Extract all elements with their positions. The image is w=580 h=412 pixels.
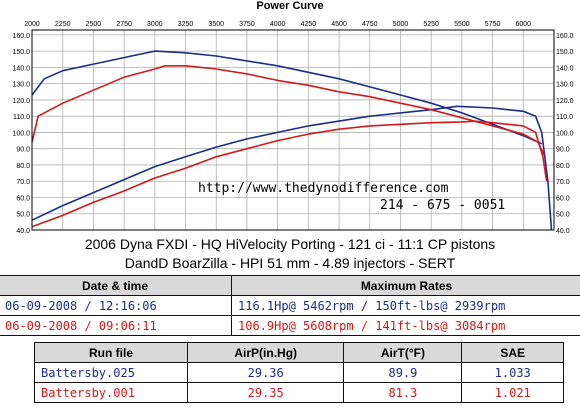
x-tick-label: 3000 [147,21,163,28]
air-pressure: 29.36 [186,362,345,383]
sae-factor: 1.033 [461,362,564,383]
x-tick-label: 4750 [362,21,378,28]
y-tick-label: 100.0 [12,130,30,137]
air-pressure-header: AirP(in.Hg) [186,342,345,363]
y-tick-labels-right: 40.0 50.0 60.0 70.0 80.0 90.0 100.0 110.0 120.0 1… [556,33,574,235]
y-tick-label: 70.0 [16,179,30,186]
plot-frame [31,29,555,231]
x-tick-label: 2750 [116,21,132,28]
y-tick-label: 110.0 [13,114,30,121]
max-rates-header-row: Date & time Maximum Rates [0,275,580,296]
url-annotation: http://www.thedynodifference.com [198,181,449,196]
y-tick-label: 60.0 [16,195,30,202]
y-tick-label: 80.0 [556,163,570,170]
y-tick-label: 150.0 [12,49,30,56]
y-tick-labels-left: 40.0 50.0 60.0 70.0 80.0 90.0 100.0 110.0 120.0 1… [12,33,30,235]
run-max-rates: 106.9Hp@ 5608rpm / 141ft-lbs@ 3084rpm [231,315,580,336]
air-temp-header: AirT(°F) [343,342,463,363]
y-tick-label: 150.0 [556,49,574,56]
x-tick-label: 4000 [270,21,286,28]
run-max-rates: 116.1Hp@ 5462rpm / 150ft-lbs@ 2939rpm [231,295,580,316]
y-tick-label: 160.0 [12,33,30,40]
sae-header: SAE [461,342,564,363]
power-curve-chart: Power Curve 2000 2250 2500 2750 3000 3250 3500… [0,0,580,236]
run-file-header: Run file [34,342,188,363]
y-tick-label: 40.0 [16,228,30,235]
series-line-1 [31,50,543,145]
x-tick-label: 4250 [301,21,317,28]
x-tick-label: 2500 [86,21,102,28]
y-tick-label: 40.0 [556,228,570,235]
run-file: Battersby.025 [34,362,188,383]
run-date: 06-09-2008 / 09:06:11 [0,315,232,336]
run-file: Battersby.001 [34,382,188,403]
table-row: Battersby.025 29.36 89.9 1.033 [34,362,564,383]
max-rates-table: Date & time Maximum Rates 06-09-2008 / 1… [0,275,580,336]
sae-factor: 1.021 [461,382,564,403]
series-lines [31,50,553,231]
y-tick-label: 90.0 [16,147,30,154]
air-pressure: 29.35 [186,382,345,403]
x-tick-label: 4500 [331,21,347,28]
y-tick-label: 60.0 [556,195,570,202]
date-time-header: Date & time [0,275,232,296]
caption-engine-specs: 2006 Dyna FXDI - HQ HiVelocity Porting -… [84,236,496,252]
y-tick-label: 70.0 [556,179,570,186]
series-line-3 [31,65,545,156]
series-line-4 [31,120,548,228]
y-tick-label: 130.0 [556,82,574,89]
air-temp: 81.3 [343,382,463,403]
x-tick-label: 2250 [55,21,71,28]
y-tick-label: 110.0 [556,114,573,121]
y-tick-label: 160.0 [556,33,574,40]
air-temp: 89.9 [343,362,463,383]
x-tick-label: 3750 [239,21,255,28]
x-tick-label: 5500 [454,21,470,28]
table-row: 06-09-2008 / 12:16:06 116.1Hp@ 5462rpm /… [0,295,580,316]
y-tick-label: 130.0 [12,82,30,89]
x-tick-label: 3250 [178,21,194,28]
phone-annotation: 214 - 675 - 0051 [380,198,505,213]
run-date: 06-09-2008 / 12:16:06 [0,295,232,316]
y-tick-label: 90.0 [556,147,570,154]
x-tick-label: 5000 [393,21,409,28]
y-tick-label: 120.0 [12,98,30,105]
y-tick-label: 50.0 [16,212,30,219]
y-tick-label: 140.0 [12,65,30,72]
x-tick-label: 2000 [24,21,40,28]
y-tick-label: 100.0 [556,130,574,137]
chart-background [0,0,580,236]
x-tick-label: 6000 [516,21,532,28]
x-tick-labels: 2000 2250 2500 2750 3000 3250 3500 3750 4000 4250… [24,21,531,28]
run-conditions-table: Run file AirP(in.Hg) AirT(°F) SAE Batter… [34,342,564,403]
max-rates-header: Maximum Rates [231,275,580,296]
y-tick-label: 140.0 [556,65,574,72]
caption-fuel-specs: DandD BoarZilla - HPI 51 mm - 4.89 injec… [124,255,456,271]
x-tick-label: 5750 [485,21,501,28]
table-row: 06-09-2008 / 09:06:11 106.9Hp@ 5608rpm /… [0,315,580,336]
x-tick-label: 5250 [423,21,439,28]
x-tick-label: 3500 [208,21,224,28]
chart-title: Power Curve [256,0,323,12]
y-tick-label: 120.0 [556,98,574,105]
run-conditions-header-row: Run file AirP(in.Hg) AirT(°F) SAE [34,342,564,363]
series-line-2 [31,105,553,231]
y-tick-label: 50.0 [556,212,570,219]
table-row: Battersby.001 29.35 81.3 1.021 [34,382,564,403]
y-tick-label: 80.0 [16,163,30,170]
